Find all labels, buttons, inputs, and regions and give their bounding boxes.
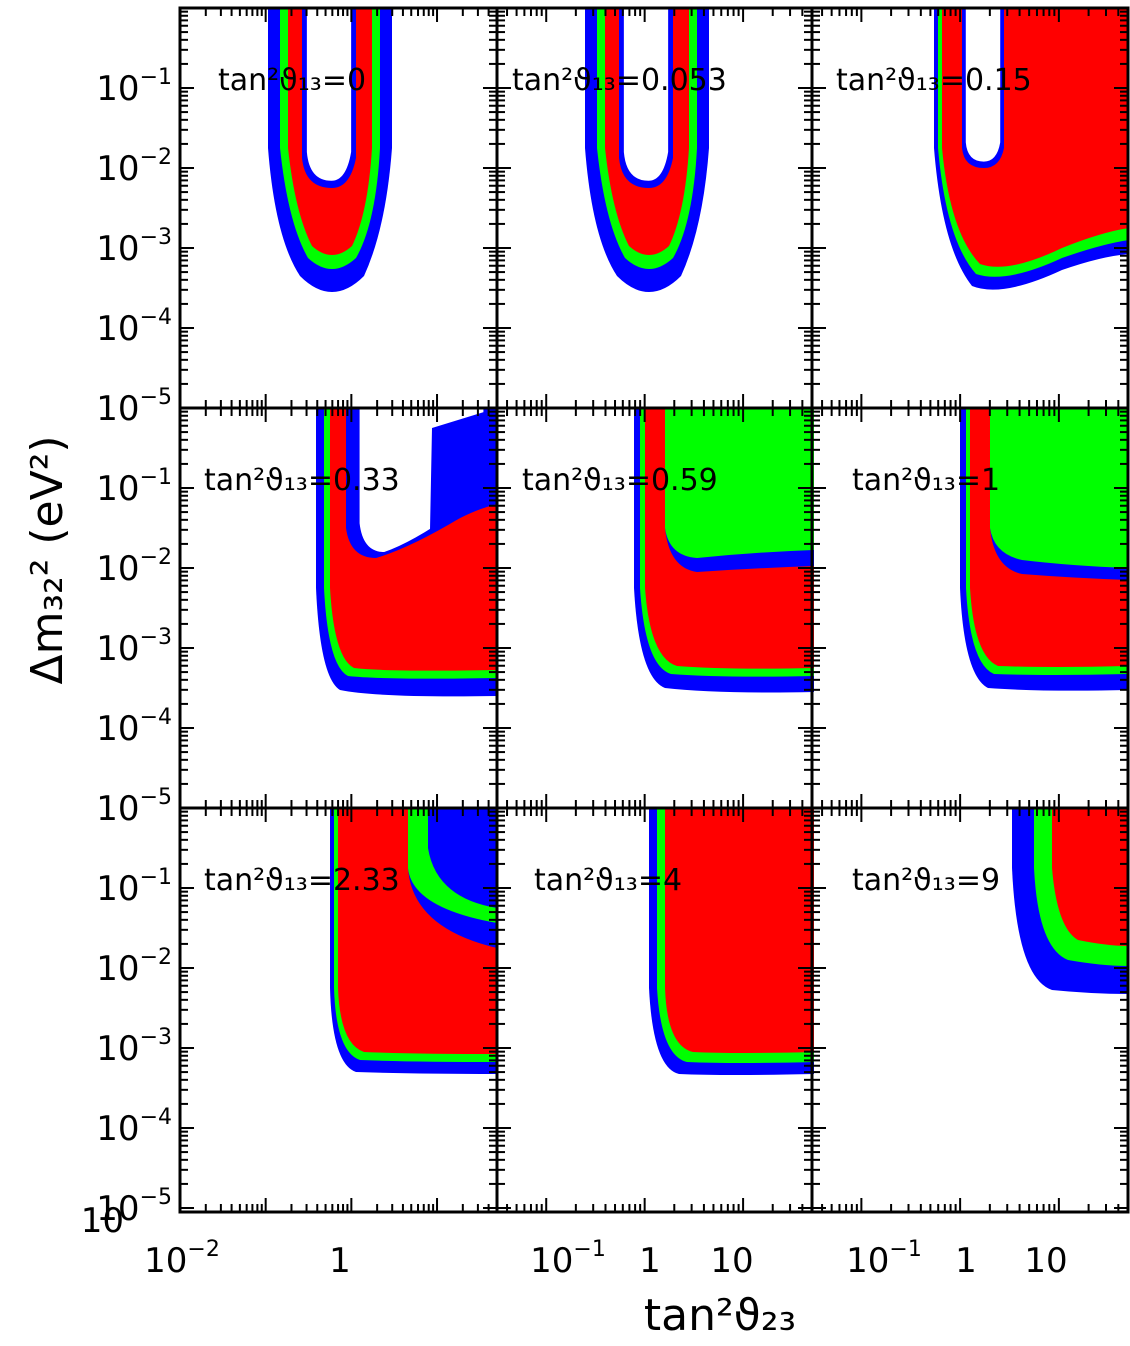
panel-2-regions	[585, 8, 709, 292]
tick-labels: 10−1 10−2 10−3 10−4 10−5 10−1 10−2 10−3 10−4 10−5…	[81, 65, 1068, 1281]
region-inner	[665, 808, 814, 1053]
hole-edge-outer-inner	[428, 808, 497, 908]
y-tick-label: 10−5	[96, 385, 172, 429]
panel-7-regions	[330, 808, 497, 1074]
region-inner	[1052, 808, 1128, 946]
panel-9-regions	[1012, 808, 1128, 994]
y-tick-label: 10−3	[96, 225, 172, 269]
y-tick-label: 10−3	[96, 1025, 172, 1069]
y-axis-title: Δm₃₂² (eV²)	[22, 435, 73, 684]
y-tick-label: 10−4	[96, 1105, 172, 1149]
panel-8-regions	[649, 808, 814, 1075]
y-tick-label: 10−5	[96, 1185, 172, 1229]
y-tick-label: 10−3	[96, 625, 172, 669]
y-tick-label: 10−1	[96, 865, 172, 909]
panel-7-label: tan²ϑ₁₃=2.33	[204, 863, 400, 898]
x-tick-label: 10−2	[144, 1237, 220, 1281]
panel-5-label: tan²ϑ₁₃=0.59	[522, 463, 718, 498]
panel-5-regions	[634, 408, 814, 693]
panel-9-label: tan²ϑ₁₃=9	[852, 863, 1000, 898]
panel-labels: tan²ϑ₁₃=0 tan²ϑ₁₃=0.053 tan²ϑ₁₃=0.15 tan²ϑ₁…	[204, 63, 1032, 898]
panel-3-regions	[934, 8, 1128, 290]
y-tick-label: 10−2	[96, 945, 172, 989]
hole-edge-middle	[665, 408, 814, 558]
allowed-regions	[268, 8, 1128, 1075]
y-bottom-tick-label: 10	[81, 1201, 124, 1241]
panel-8-label: tan²ϑ₁₃=4	[534, 863, 682, 898]
panel-6-label: tan²ϑ₁₃=1	[852, 463, 1000, 498]
panel-4-regions	[316, 408, 497, 697]
x-axis-title: tan²ϑ₂₃	[644, 1290, 796, 1341]
hole-edge-middle	[990, 408, 1128, 568]
panel-2-label: tan²ϑ₁₃=0.053	[512, 63, 727, 98]
y-tick-label: 10−1	[96, 465, 172, 509]
y-tick-label: 10−2	[96, 145, 172, 189]
hole-blue-wedge	[430, 408, 497, 530]
x-tick-label: 10−1	[846, 1237, 922, 1281]
y-tick-label: 10−5	[96, 785, 172, 829]
x-tick-label: 1	[955, 1241, 977, 1281]
x-tick-label: 1	[329, 1241, 351, 1281]
x-tick-label: 10−1	[530, 1237, 606, 1281]
hole-white	[965, 8, 1001, 162]
x-tick-label: 10	[710, 1241, 753, 1281]
y-tick-label: 10−4	[96, 305, 172, 349]
panel-1-regions	[268, 8, 392, 292]
hole-white	[623, 8, 669, 181]
y-tick-label: 10−1	[96, 65, 172, 109]
panel-3-label: tan²ϑ₁₃=0.15	[836, 63, 1032, 98]
panel-4-label: tan²ϑ₁₃=0.33	[204, 463, 400, 498]
x-tick-label: 10	[1024, 1241, 1067, 1281]
hole-white	[306, 8, 352, 181]
axis-ticks	[179, 8, 1129, 1212]
y-tick-label: 10−2	[96, 545, 172, 589]
panel-1-label: tan²ϑ₁₃=0	[218, 63, 366, 98]
x-tick-label: 1	[639, 1241, 661, 1281]
y-tick-label: 10−4	[96, 705, 172, 749]
panel-6-regions	[960, 408, 1128, 691]
